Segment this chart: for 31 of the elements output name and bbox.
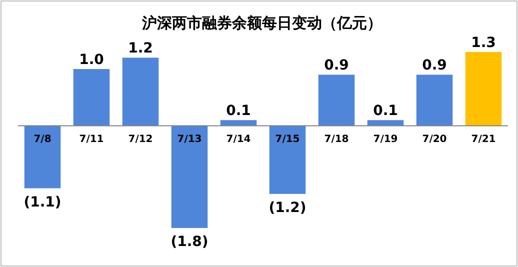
x-tick-label: 7/11 (79, 134, 104, 145)
x-tick-label: 7/8 (34, 134, 52, 145)
data-label: 1.3 (471, 35, 496, 51)
x-tick-label: 7/13 (177, 134, 202, 145)
bar (318, 74, 355, 126)
data-label: 0.9 (422, 58, 447, 74)
bar (465, 52, 502, 126)
bar (171, 126, 208, 228)
bar (367, 120, 404, 126)
data-label: (1.8) (170, 234, 208, 250)
data-label: 0.1 (226, 103, 251, 120)
bar (220, 120, 257, 126)
bar (122, 58, 159, 126)
data-label: (1.2) (268, 200, 306, 216)
bar (416, 74, 453, 126)
bar (24, 126, 61, 188)
x-tick-label: 7/14 (226, 134, 251, 145)
data-label: 1.2 (128, 40, 153, 57)
x-tick-label: 7/20 (422, 134, 447, 145)
data-label: 0.1 (373, 103, 398, 120)
x-tick-label: 7/18 (324, 134, 349, 145)
chart-title: 沪深两市融券余额每日变动（亿元） (141, 14, 382, 32)
bar (73, 69, 110, 126)
x-tick-label: 7/12 (128, 134, 153, 145)
x-tick-label: 7/21 (471, 134, 496, 145)
data-label: 1.0 (79, 52, 104, 68)
data-label: 0.9 (324, 58, 349, 74)
x-tick-label: 7/19 (373, 134, 398, 145)
data-label: (1.1) (24, 194, 62, 210)
bar (269, 126, 306, 194)
x-tick-label: 7/15 (275, 134, 300, 145)
